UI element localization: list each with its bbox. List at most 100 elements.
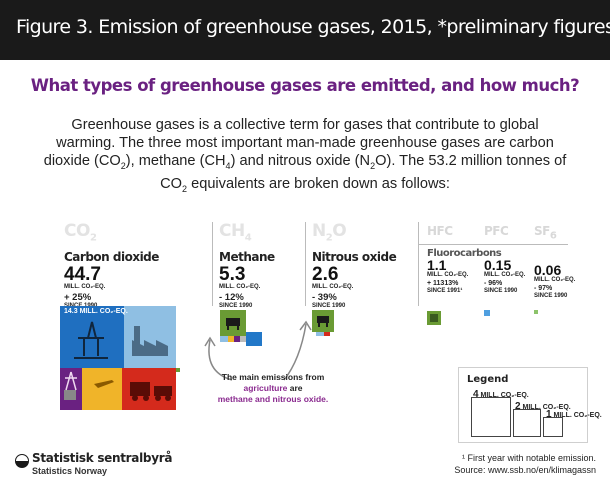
fluorocarbons-label: Fluorocarbons	[427, 248, 502, 259]
ch4-purple-block	[234, 336, 240, 342]
truck-icon	[130, 382, 150, 401]
gas-co2: CO2 Carbon dioxide 44.7 MILL. CO₂-EQ. + …	[64, 222, 159, 310]
intro-sub-4: 2	[182, 183, 188, 194]
brand-name: Statistisk sentralbyrå	[32, 451, 173, 465]
co2-other-block	[82, 368, 122, 410]
agriculture-note: The main emissions from agriculture are …	[198, 372, 348, 405]
gas-name: Carbon dioxide	[64, 250, 159, 265]
gas-pfc: PFC 0.15 MILL. CO₂-EQ. - 96% SINCE 1990	[484, 222, 525, 295]
ssb-logo-icon	[15, 454, 29, 468]
separator-1	[212, 222, 213, 306]
oil-rig-icon	[74, 321, 108, 359]
ch4-blue-block	[246, 332, 262, 346]
formula-main: HFC	[427, 224, 453, 238]
intro-text-1: Greenhouse gases is a collective term fo…	[43, 117, 554, 169]
formula-sub: 2	[89, 232, 97, 244]
separator-2	[305, 222, 306, 306]
formula-sub: 6	[549, 230, 557, 242]
legend-box-1	[543, 417, 563, 437]
figure-title: Figure 3. Emission of greenhouse gases, …	[16, 16, 610, 38]
ch4-lightblue-block	[220, 336, 228, 342]
co2-transport-block	[122, 368, 176, 410]
power-tower-icon	[65, 371, 77, 391]
legend-value: 2	[515, 401, 521, 412]
gas-value: 44.7	[64, 264, 101, 286]
gas-change-note: SINCE 1990	[534, 293, 568, 300]
gas-unit: MILL. CO₂-EQ.	[484, 272, 526, 278]
gas-unit: MILL. CO₂-EQ.	[427, 272, 469, 278]
gas-formula: HFC	[427, 222, 468, 240]
intro-sub-1: 2	[120, 160, 126, 171]
formula-sub: 2	[325, 232, 333, 244]
gas-hfc: HFC 1.1 MILL. CO₂-EQ. + 11313% SINCE 199…	[427, 222, 468, 295]
legend-unit: MILL. CO₂-EQ.	[480, 392, 529, 399]
intro-text-2: ), methane (CH	[125, 153, 226, 169]
co2-treemap	[60, 306, 180, 410]
gas-formula: SF6	[534, 222, 575, 245]
chart-subtitle: What types of greenhouse gases are emitt…	[30, 76, 580, 95]
gas-unit: MILL. CO₂-EQ.	[219, 284, 261, 291]
intro-text-4: O). The 53.2 million tonnes of CO	[160, 153, 567, 192]
co2-oil-gas-block	[60, 306, 124, 368]
co2-agri-block	[176, 368, 180, 372]
spacer	[427, 240, 468, 256]
ch4-agri-block	[220, 310, 246, 336]
gas-change: + 11313%	[427, 280, 459, 287]
formula-main: N	[312, 221, 326, 241]
hfc-block	[427, 311, 441, 325]
gas-change: - 97%	[534, 285, 553, 293]
formula-main: CH	[219, 221, 245, 241]
legend: Legend 4 MILL. CO₂-EQ. 2 MILL. CO₂-EQ. 1…	[458, 367, 602, 443]
sf6-block	[534, 310, 538, 314]
legend-label-1: 1 MILL. CO₂-EQ.	[546, 409, 602, 420]
gas-value: 2.6	[312, 264, 339, 286]
gas-sf6: SF6 0.06 MILL. CO₂-EQ. - 97% SINCE 1990	[534, 222, 575, 300]
n2o-treemap	[312, 310, 334, 336]
pfc-block	[484, 310, 490, 316]
ch4-yellow-block	[228, 336, 234, 342]
title-bar: Figure 3. Emission of greenhouse gases, …	[0, 0, 610, 60]
formula-main: PFC	[484, 224, 509, 238]
gas-change: + 25%	[64, 292, 92, 304]
cow-icon	[317, 316, 329, 327]
gas-formula: PFC	[484, 222, 525, 240]
legend-box-2	[513, 409, 541, 437]
gas-unit: MILL. CO₂-EQ.	[534, 277, 576, 284]
brand-name-en: Statistics Norway	[32, 466, 108, 476]
car-icon	[154, 386, 172, 401]
legend-value: 1	[546, 409, 552, 420]
co2-energy-block	[60, 368, 82, 410]
spacer	[484, 240, 525, 256]
gas-change: - 12%	[219, 292, 244, 304]
gas-change-note: SINCE 1990	[312, 303, 346, 310]
n2o-red-block	[324, 332, 330, 336]
factory-icon	[132, 326, 168, 356]
legend-unit: MILL. CO₂-EQ.	[522, 404, 571, 411]
gas-formula: CO2	[64, 222, 159, 247]
formula-tail: O	[332, 221, 347, 241]
ch4-grey-block	[240, 336, 246, 342]
legend-label-2: 2 MILL. CO₂-EQ.	[515, 401, 571, 412]
legend-value: 4	[473, 389, 479, 400]
formula-sub: 4	[244, 232, 252, 244]
note-line-3: methane and nitrous oxide.	[217, 394, 329, 404]
gas-name: Nitrous oxide	[312, 250, 397, 265]
legend-title: Legend	[467, 374, 509, 385]
gas-value: 0.15	[484, 257, 512, 273]
co2-industry-block	[124, 306, 176, 368]
co2-small-block	[64, 390, 76, 400]
legend-box-4	[471, 397, 511, 437]
gas-value: 1.1	[427, 257, 447, 273]
note-highlight: agriculture	[243, 383, 288, 393]
gas-value: 5.3	[219, 264, 246, 286]
formula-main: SF	[534, 224, 550, 238]
gas-change-note: SINCE 1990	[484, 288, 518, 294]
gas-change-note: SINCE 1991¹	[427, 288, 463, 294]
gas-name: Methane	[219, 250, 275, 265]
legend-label-4: 4 MILL. CO₂-EQ.	[473, 389, 529, 400]
gas-formula: N2O	[312, 222, 396, 247]
co2-breakdown-label: 14.3 MILL. CO₂-EQ.	[64, 308, 128, 315]
intro-sub-2: 4	[225, 160, 231, 171]
intro-text-3: ) and nitrous oxide (N	[230, 153, 371, 169]
hfc-inner	[430, 314, 438, 322]
